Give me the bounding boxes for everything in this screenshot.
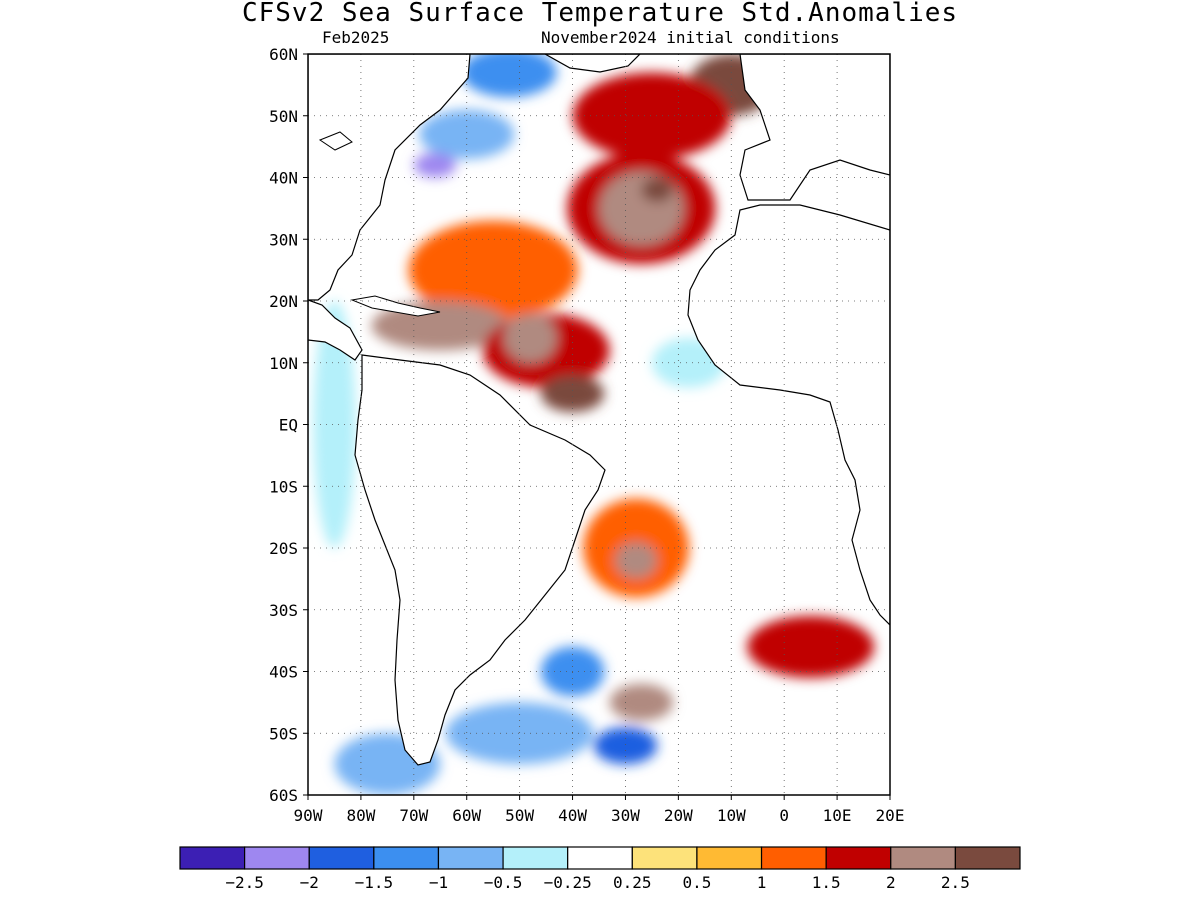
colorbar-label: 1.5 [812, 873, 841, 892]
colorbar-label: −1 [429, 873, 448, 892]
lon-tick-label: 0 [779, 806, 789, 825]
lon-tick-label: 90W [294, 806, 323, 825]
lat-tick-label: 10S [269, 477, 298, 496]
lat-tick-label: 60N [269, 45, 298, 64]
anomaly-patch [413, 152, 457, 178]
lon-tick-label: 80W [346, 806, 375, 825]
africa-landmass [687, 204, 890, 626]
colorbar-label: 1 [757, 873, 767, 892]
lat-tick-label: 50N [269, 107, 298, 126]
colorbar-label: 0.25 [613, 873, 652, 892]
central-america-landmass [308, 299, 363, 361]
anomaly-patch [313, 301, 356, 548]
anomaly-patch [593, 727, 658, 765]
lon-tick-label: 70W [399, 806, 428, 825]
lat-tick-label: 10N [269, 354, 298, 373]
sst-anomaly-field [313, 54, 875, 795]
lat-tick-label: 40S [269, 663, 298, 682]
south-america-landmass [354, 354, 606, 766]
colorbar: −2.5 −2 −1.5 −1 −0.5 −0.25 0.25 0.5 1 1.5 2 2.5 [179, 846, 1021, 892]
lat-tick-label: 20N [269, 292, 298, 311]
lat-tick-label: 50S [269, 724, 298, 743]
europe-landmass [739, 54, 890, 201]
lon-tick-label: 30W [611, 806, 640, 825]
anomaly-patch [641, 177, 674, 203]
great-lakes [318, 131, 353, 151]
grid-lines [308, 54, 890, 795]
colorbar-swatch [890, 846, 956, 870]
colorbar-swatch [502, 846, 569, 870]
lat-tick-label: 30N [269, 230, 298, 249]
land-mask [308, 54, 890, 766]
colorbar-swatch [244, 846, 310, 870]
colorbar-label: 0.5 [682, 873, 711, 892]
anomaly-patch [503, 313, 557, 363]
colorbar-swatch [760, 846, 827, 870]
colorbar-swatch [179, 846, 246, 870]
map-axes: 60N 50N 40N 30N 20N 10N EQ 10S 20S 30S 40S 50S 60S90… [269, 45, 904, 825]
chart-title: CFSv2 Sea Surface Temperature Std.Anomal… [241, 0, 959, 28]
colorbar-swatch [437, 846, 504, 870]
anomaly-patch [419, 109, 515, 159]
anomaly-patch [599, 171, 684, 246]
anomaly-patch [614, 541, 658, 579]
colorbar-swatch [373, 846, 440, 870]
anomaly-patch [747, 615, 875, 678]
colorbar-label: 2.5 [941, 873, 970, 892]
lon-tick-label: 40W [558, 806, 587, 825]
lat-tick-label: 40N [269, 169, 298, 188]
colorbar-label: −1.5 [355, 873, 394, 892]
colorbar-label: −0.5 [484, 873, 523, 892]
colorbar-label: −2 [300, 873, 319, 892]
lon-tick-label: 60W [452, 806, 481, 825]
colorbar-swatch [696, 846, 763, 870]
lat-tick-label: 60S [269, 786, 298, 805]
colorbar-label: −0.25 [544, 873, 592, 892]
colorbar-swatch [567, 846, 633, 870]
initial-conditions: November2024 initial conditions [541, 28, 840, 47]
anomaly-patch [540, 375, 605, 413]
lon-tick-label: 20W [664, 806, 693, 825]
forecast-month: Feb2025 [322, 28, 390, 47]
lon-tick-label: 50W [505, 806, 534, 825]
lon-tick-label: 10W [717, 806, 746, 825]
lat-tick-label: 30S [269, 601, 298, 620]
anomaly-patch [445, 702, 594, 765]
colorbar-swatch [825, 846, 892, 870]
colorbar-swatch [954, 846, 1021, 870]
colorbar-swatch [308, 846, 375, 870]
north-america-landmass [308, 54, 471, 301]
colorbar-label: −2.5 [225, 873, 264, 892]
lon-tick-label: 10E [823, 806, 852, 825]
colorbar-swatch [631, 846, 698, 870]
lat-tick-label: EQ [279, 416, 298, 435]
greenland-landmass [543, 54, 641, 73]
lat-tick-label: 20S [269, 539, 298, 558]
anomaly-patch [572, 72, 732, 159]
anomaly-patch [461, 54, 557, 98]
anomaly-patch [408, 220, 578, 320]
anomaly-patch [609, 683, 674, 721]
lon-tick-label: 20E [876, 806, 905, 825]
colorbar-label: 2 [886, 873, 896, 892]
